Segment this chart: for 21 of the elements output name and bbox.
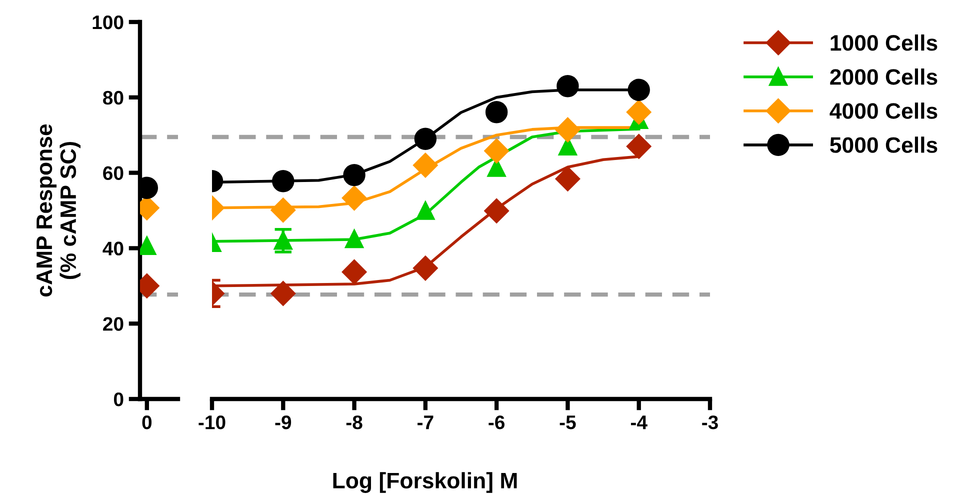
y-tick-label: 60 [103, 166, 124, 180]
y-tick-label: 20 [103, 317, 124, 331]
x-tick-label: -10 [198, 415, 226, 430]
legend-label: 5000 Cells [830, 136, 938, 153]
x-axis-title: Log [Forskolin] M [333, 472, 517, 493]
y-tick-label: 100 [92, 15, 124, 30]
x-tick-label: -3 [702, 415, 718, 430]
y-tick-label: 0 [114, 392, 124, 406]
x-tick-label: -6 [488, 415, 505, 430]
x-tick-label: -4 [630, 416, 648, 430]
legend-label: 2000 Cells [830, 68, 938, 85]
x-tick-label: -7 [418, 416, 434, 430]
legend-label: 4000 Cells [830, 102, 938, 119]
legend-label: 1000 Cells [830, 34, 938, 51]
x-tick-label: -8 [346, 415, 362, 430]
x-tick-label: -9 [275, 415, 292, 430]
y-axis-title: cAMP Response (% cAMP SC) [36, 124, 80, 296]
x-tick-label: 0 [142, 415, 152, 430]
x-tick-label: -5 [560, 416, 576, 430]
y-tick-label: 40 [102, 242, 124, 256]
y-tick-label: 80 [103, 90, 124, 105]
